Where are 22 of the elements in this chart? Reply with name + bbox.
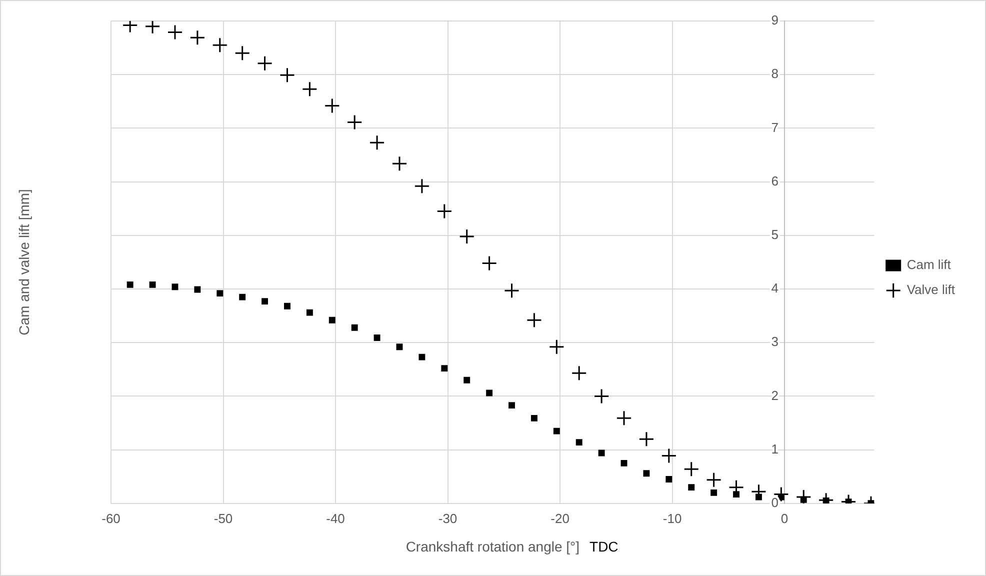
x-tick-label: -60 bbox=[102, 510, 120, 526]
y-tick-label: 9 bbox=[771, 12, 779, 28]
legend-label: Valve lift bbox=[906, 282, 956, 298]
y-tick-label: 0 bbox=[771, 494, 779, 510]
y-tick-label: 1 bbox=[771, 441, 779, 456]
x-tick-label: -20 bbox=[550, 510, 570, 526]
legend-label: Cam lift bbox=[906, 257, 952, 272]
x-tick-label: -40 bbox=[326, 510, 345, 526]
y-tick-label: 7 bbox=[771, 120, 779, 135]
y-tick-label: 8 bbox=[771, 66, 779, 82]
x-tick-label: -30 bbox=[438, 510, 458, 526]
x-tick-label: -50 bbox=[214, 510, 233, 526]
y-tick-label: 5 bbox=[771, 226, 779, 242]
y-tick-label: 6 bbox=[771, 173, 779, 188]
y-tick-label: 2 bbox=[771, 388, 779, 403]
x-tick-label: 0 bbox=[780, 510, 788, 526]
y-axis-title: Cam and valve lift [mm] bbox=[16, 189, 32, 336]
y-tick-label: 3 bbox=[771, 334, 779, 350]
x-tick-label: -10 bbox=[662, 510, 682, 526]
x-axis-title: Crankshaft rotation angle [°] bbox=[406, 538, 580, 554]
y-tick-label: 4 bbox=[771, 280, 779, 296]
text: TDC bbox=[590, 538, 618, 554]
